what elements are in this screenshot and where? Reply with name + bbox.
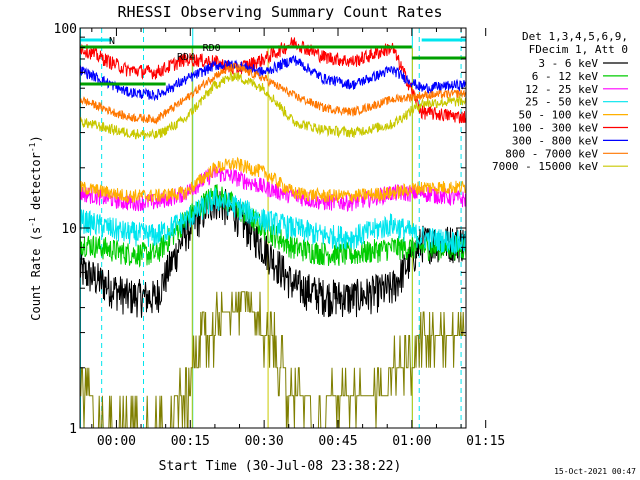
series-line	[80, 186, 466, 255]
x-tick-label: 00:00	[97, 434, 136, 449]
y-axis-label-sup2: -1	[28, 142, 37, 152]
flag-label: RD4	[177, 52, 195, 63]
series-line	[80, 71, 466, 140]
series-line	[80, 37, 466, 124]
x-tick-label: 01:00	[392, 434, 431, 449]
series-line	[80, 54, 466, 102]
flag-label: RD0	[203, 43, 221, 54]
legend-header: Det 1,3,4,5,6,9,	[522, 30, 628, 43]
chart-title: RHESSI Observing Summary Count Rates	[117, 3, 442, 21]
series-line	[80, 184, 466, 268]
y-tick-label: 100	[54, 22, 77, 37]
x-tick-label: 00:15	[171, 434, 210, 449]
y-tick-label: 10	[61, 222, 77, 237]
legend-entry-label: 6 - 12 keV	[532, 70, 599, 83]
y-axis-label-end: )	[29, 135, 43, 142]
y-axis-label: Count Rate (s-1 detector-1)	[28, 135, 43, 320]
series-line	[80, 184, 466, 318]
legend-entry-label: 300 - 800 keV	[512, 134, 598, 147]
legend-entry-label: 3 - 6 keV	[538, 57, 598, 70]
generated-timestamp: 15-Oct-2021 00:47	[554, 467, 636, 476]
x-tick-label: 01:15	[466, 434, 505, 449]
series-line	[80, 291, 466, 428]
legend-entry-label: 800 - 7000 keV	[505, 147, 598, 160]
legend-header: FDecim 1, Att 0	[529, 43, 628, 56]
y-tick-label: 1	[69, 422, 77, 437]
x-axis-label: Start Time (30-Jul-08 23:38:22)	[159, 459, 402, 474]
flag-label: N	[109, 36, 115, 47]
legend-entry-label: 50 - 100 keV	[519, 109, 599, 122]
y-axis-label-main: Count Rate (s	[29, 227, 43, 321]
series-line	[80, 156, 466, 204]
series-line	[80, 62, 466, 125]
x-tick-label: 00:45	[318, 434, 357, 449]
legend-entry-label: 25 - 50 keV	[525, 96, 598, 109]
legend-entry-label: 100 - 300 keV	[512, 122, 598, 135]
x-tick-label: 00:30	[245, 434, 284, 449]
y-axis-label-sup1: -1	[28, 217, 37, 227]
legend-entry-label: 7000 - 15000 keV	[492, 160, 598, 173]
y-axis-label-mid: detector	[29, 152, 43, 217]
legend-entry-label: 12 - 25 keV	[525, 83, 598, 96]
